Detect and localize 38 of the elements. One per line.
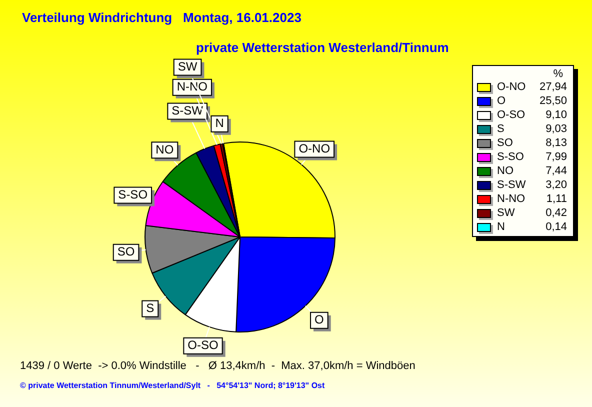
legend-label: O [497,95,507,107]
data-label: 0,42 [544,207,568,219]
slice-label: SW [178,60,198,74]
legend-label: SW [497,207,516,219]
legend-label: S [497,123,506,135]
data-label: 9,10 [544,109,568,121]
legend-label: SO [497,137,514,149]
slice-label: SO [117,244,135,259]
data-label: 25,50 [538,95,568,107]
data-label: 8,13 [544,137,568,149]
slice-label: S [146,301,154,316]
data-label: 9,03 [544,123,568,135]
slice-label: NO [156,142,174,156]
legend-label: S-SO [497,151,525,163]
slice-label: N-NO [176,80,208,94]
legend-label: NO [497,165,514,177]
data-label: 1,11 [545,193,568,205]
slice-label: O-NO [298,142,330,156]
text: 1439 / 0 Werte -> 0.0% Windstille - Ø 13,4km/h - Max. 37,0km/h = Windböen [20,360,416,372]
data-label: 7,44 [544,165,568,177]
legend-label: O-NO [497,81,527,93]
slice-label: O-SO [188,338,218,352]
data-label: 3,20 [544,179,568,191]
legend-label: N [497,221,506,233]
legend-label: N-NO [497,193,526,205]
data-label: 7,99 [544,151,568,163]
data-label: 27,94 [538,81,568,93]
slice-label: S-SO [118,188,148,202]
chart-subtitle: private Wetterstation Westerland/Tinnum [196,40,449,55]
legend-label: O-SO [497,109,526,121]
legend-title: % [552,68,564,80]
text: © private Wetterstation Tinnum/Westerland/Sylt - 54°54'13" Nord; 8°19'13" Ost [20,381,325,390]
legend-label: S-SW [497,179,527,191]
data-label: 0,14 [544,221,568,233]
chart-title: Verteilung Windrichtung Montag, 16.01.2023 [22,10,302,25]
slice-label: O [314,312,324,327]
slice-label: S-SW [172,104,204,118]
slice-label: N [215,116,224,130]
